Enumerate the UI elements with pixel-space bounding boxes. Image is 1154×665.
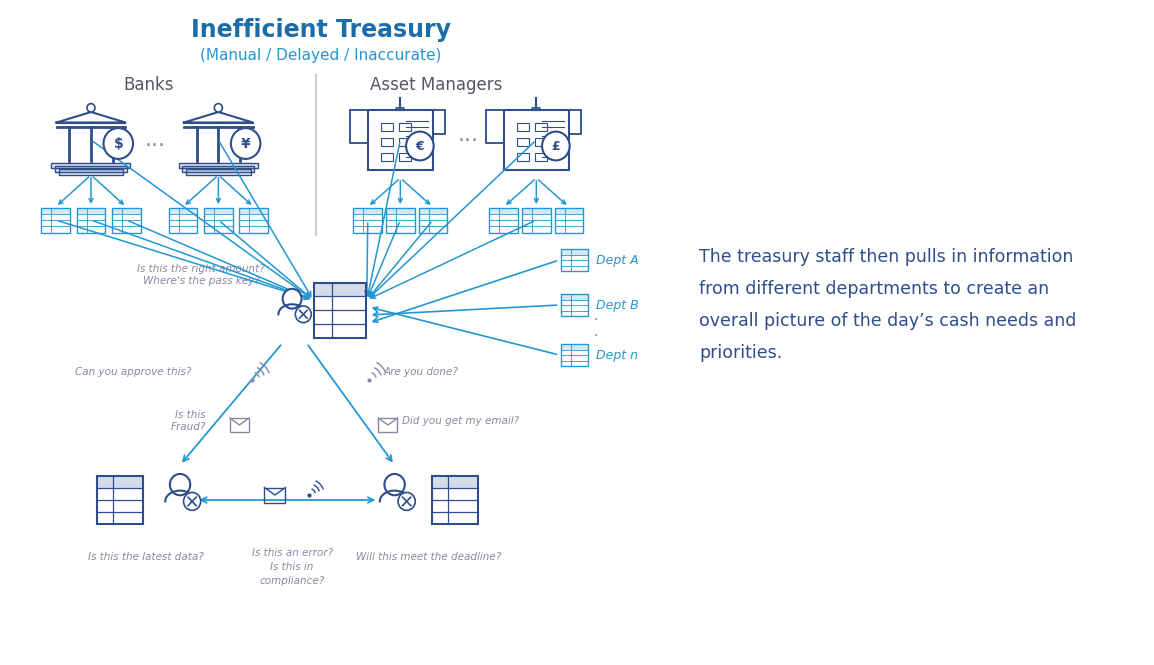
FancyBboxPatch shape bbox=[59, 170, 123, 175]
FancyBboxPatch shape bbox=[97, 476, 143, 488]
Text: Banks: Banks bbox=[123, 76, 174, 94]
Text: Are you done?: Are you done? bbox=[383, 367, 458, 377]
FancyBboxPatch shape bbox=[76, 207, 105, 213]
Text: ...: ... bbox=[458, 125, 479, 145]
Circle shape bbox=[183, 493, 201, 510]
FancyBboxPatch shape bbox=[186, 170, 250, 175]
FancyBboxPatch shape bbox=[179, 163, 257, 168]
Text: Can you approve this?: Can you approve this? bbox=[75, 367, 192, 377]
FancyBboxPatch shape bbox=[432, 476, 478, 488]
Circle shape bbox=[384, 474, 405, 495]
Circle shape bbox=[283, 289, 301, 309]
Circle shape bbox=[215, 104, 223, 112]
Text: Dept n: Dept n bbox=[595, 348, 638, 362]
Text: Is this
Fraud?: Is this Fraud? bbox=[171, 410, 205, 432]
Text: $: $ bbox=[113, 136, 123, 150]
Text: Dept B: Dept B bbox=[595, 299, 638, 311]
Text: Will this meet the deadline?: Will this meet the deadline? bbox=[357, 552, 502, 562]
Circle shape bbox=[398, 493, 415, 510]
Circle shape bbox=[231, 128, 261, 159]
FancyBboxPatch shape bbox=[561, 294, 589, 299]
FancyBboxPatch shape bbox=[314, 283, 366, 296]
Text: Asset Managers: Asset Managers bbox=[369, 76, 502, 94]
FancyBboxPatch shape bbox=[52, 163, 130, 168]
Text: The treasury staff then pulls in information
from different departments to creat: The treasury staff then pulls in informa… bbox=[699, 248, 1077, 362]
Text: ·
·: · · bbox=[593, 313, 598, 343]
Text: Is this the right amount?
Where's the pass key?: Is this the right amount? Where's the pa… bbox=[137, 264, 265, 286]
FancyBboxPatch shape bbox=[55, 166, 127, 172]
FancyBboxPatch shape bbox=[555, 207, 583, 213]
FancyBboxPatch shape bbox=[353, 207, 382, 213]
Text: Dept A: Dept A bbox=[595, 253, 638, 267]
Circle shape bbox=[104, 128, 133, 159]
Text: ¥: ¥ bbox=[241, 136, 250, 150]
FancyBboxPatch shape bbox=[419, 207, 448, 213]
Text: (Manual / Delayed / Inaccurate): (Manual / Delayed / Inaccurate) bbox=[200, 47, 442, 63]
Text: Is this the latest data?: Is this the latest data? bbox=[88, 552, 203, 562]
Circle shape bbox=[87, 104, 95, 112]
FancyBboxPatch shape bbox=[561, 249, 589, 255]
FancyBboxPatch shape bbox=[112, 207, 141, 213]
Text: ...: ... bbox=[144, 130, 166, 150]
FancyBboxPatch shape bbox=[204, 207, 233, 213]
Circle shape bbox=[406, 132, 434, 160]
FancyBboxPatch shape bbox=[489, 207, 518, 213]
FancyBboxPatch shape bbox=[168, 207, 197, 213]
FancyBboxPatch shape bbox=[561, 344, 589, 350]
Text: Is this an error?
Is this in
compliance?: Is this an error? Is this in compliance? bbox=[252, 548, 332, 586]
FancyBboxPatch shape bbox=[522, 207, 550, 213]
Text: £: £ bbox=[552, 140, 560, 152]
FancyBboxPatch shape bbox=[239, 207, 268, 213]
Circle shape bbox=[295, 306, 312, 323]
FancyBboxPatch shape bbox=[182, 166, 254, 172]
FancyBboxPatch shape bbox=[42, 207, 70, 213]
Circle shape bbox=[170, 474, 190, 495]
Circle shape bbox=[542, 132, 570, 160]
Text: Did you get my email?: Did you get my email? bbox=[403, 416, 519, 426]
FancyBboxPatch shape bbox=[385, 207, 414, 213]
Text: Inefficient Treasury: Inefficient Treasury bbox=[190, 18, 451, 42]
Text: €: € bbox=[415, 140, 425, 152]
